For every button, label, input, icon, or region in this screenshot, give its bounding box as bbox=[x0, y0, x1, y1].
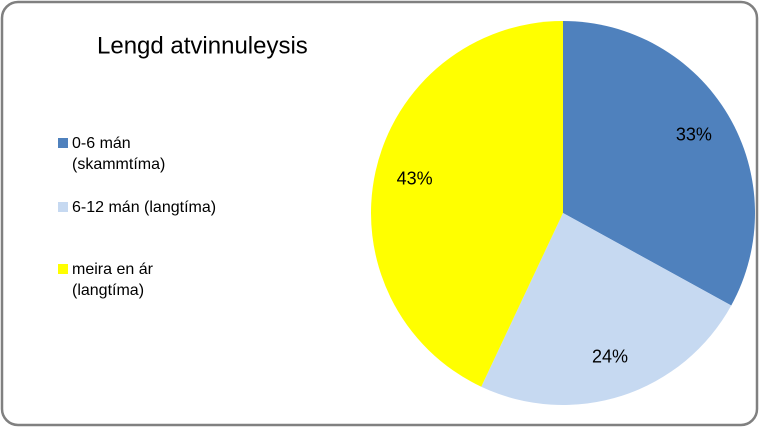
pie-slice bbox=[563, 21, 755, 306]
legend-label: meira en ár (langtíma) bbox=[72, 261, 153, 299]
legend-label: 0-6 mán (skammtíma) bbox=[72, 135, 166, 173]
data-label: 33% bbox=[676, 124, 712, 144]
legend-swatch bbox=[58, 138, 68, 148]
chart-title: Lengd atvinnuleysis bbox=[97, 32, 308, 59]
legend-item: 0-6 mán (skammtíma) bbox=[58, 133, 182, 175]
legend-item: meira en ár (langtíma) bbox=[58, 259, 182, 301]
pie-slice bbox=[370, 21, 563, 387]
legend-label: 6-12 mán (langtíma) bbox=[72, 199, 217, 216]
legend-swatch bbox=[58, 264, 68, 274]
legend-item: 6-12 mán (langtíma) bbox=[58, 197, 272, 218]
data-label: 43% bbox=[397, 169, 433, 189]
pie-slice bbox=[481, 213, 732, 405]
data-label: 24% bbox=[592, 346, 628, 366]
legend-swatch bbox=[58, 202, 68, 212]
